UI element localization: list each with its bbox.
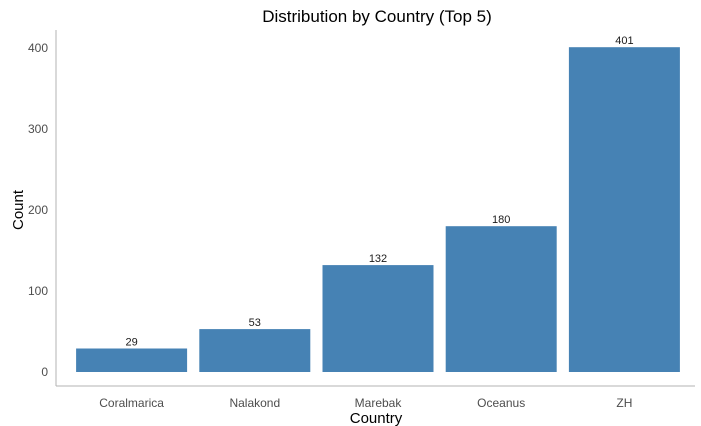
data-label-coralmarica: 29	[125, 337, 137, 349]
ticks-group: Coralmarica Nalakond Marebak Oceanus ZH 0 100 2…	[28, 41, 632, 410]
y-tick-label-0: 0	[41, 365, 48, 379]
x-axis-title: Country	[350, 410, 403, 426]
bar-oceanus	[445, 226, 557, 372]
bar-nalakond	[199, 329, 311, 372]
y-tick-label-400: 400	[28, 41, 48, 55]
chart-title: Distribution by Country (Top 5)	[262, 7, 492, 26]
y-tick-label-200: 200	[28, 203, 48, 217]
y-tick-label-300: 300	[28, 122, 48, 136]
y-tick-label-100: 100	[28, 284, 48, 298]
bars-group: 29 53 132 180 401	[76, 35, 680, 372]
x-tick-label-marebak: Marebak	[355, 396, 403, 410]
bar-coralmarica	[76, 348, 188, 372]
x-tick-label-oceanus: Oceanus	[477, 396, 525, 410]
bar-marebak	[322, 265, 434, 372]
x-tick-label-coralmarica: Coralmarica	[99, 396, 164, 410]
x-tick-label-nalakond: Nalakond	[229, 396, 280, 410]
y-axis-title: Count	[10, 189, 27, 230]
data-label-marebak: 132	[369, 253, 387, 265]
data-label-nalakond: 53	[249, 317, 261, 329]
data-label-zh: 401	[615, 35, 633, 47]
bar-zh	[568, 47, 680, 372]
data-label-oceanus: 180	[492, 214, 510, 226]
x-tick-label-zh: ZH	[616, 396, 632, 410]
